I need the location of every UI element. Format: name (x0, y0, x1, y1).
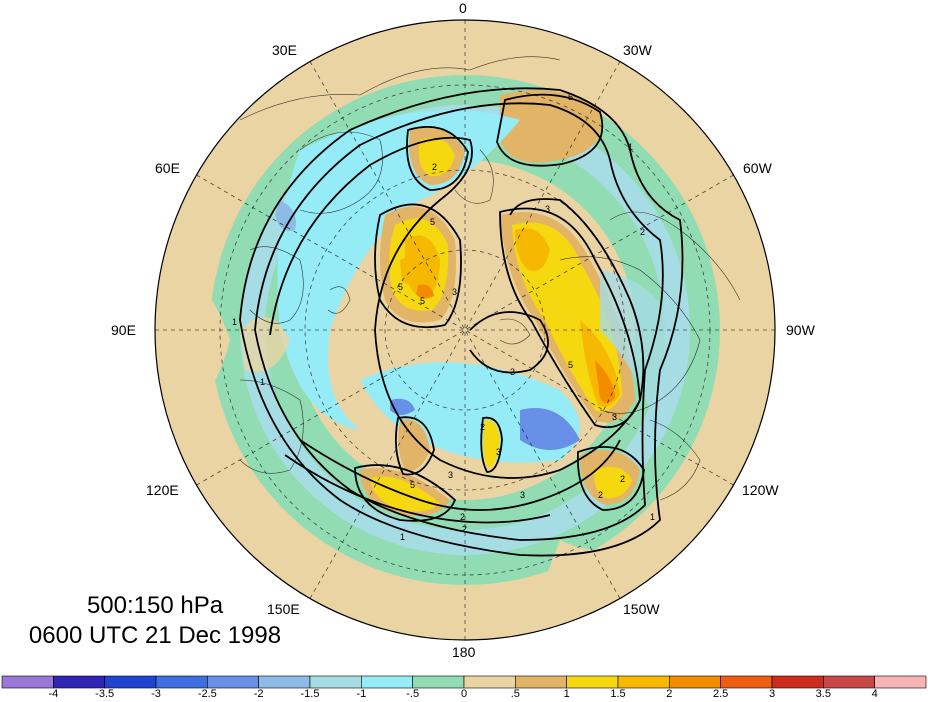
lon-label-150e: 150E (267, 601, 300, 617)
colorbar-label: -3 (151, 688, 161, 700)
contour-label: 3 (496, 447, 501, 457)
contour-label: 1 (400, 532, 405, 542)
colorbar-label: .5 (510, 688, 520, 700)
colorbar-label: 2 (666, 688, 673, 700)
colorbar-label: -4 (48, 688, 59, 700)
contour-label: 2 (640, 227, 645, 237)
colorbar-label: -1 (356, 688, 367, 700)
colorbar-swatch (53, 675, 105, 689)
contour-label: 1 (650, 512, 655, 522)
contour-label: 3 (448, 470, 453, 480)
contour-label: 2 (480, 422, 485, 432)
contour-line (480, 416, 503, 473)
contour-label: 3 (612, 412, 617, 422)
colorbar-swatch (823, 675, 875, 689)
colorbar-label: 2.5 (713, 688, 729, 700)
contours (239, 87, 684, 557)
colorbar-swatch (669, 675, 721, 689)
colorbar-swatch (412, 675, 465, 689)
colorbar-swatch (361, 675, 413, 689)
contour-label: 1 (628, 142, 633, 152)
contour-line (394, 416, 435, 476)
lon-label-120e: 120E (146, 482, 179, 498)
contour-label: 2 (620, 474, 625, 484)
lon-label-30w: 30W (623, 42, 652, 58)
contour-label: 3 (520, 490, 525, 500)
contour-label: 5 (410, 480, 415, 490)
contour-line (469, 311, 549, 374)
contour-label: 2 (462, 524, 467, 534)
contour-label: 3 (510, 367, 515, 377)
lon-label-150w: 150W (623, 601, 660, 617)
contour-line (374, 203, 462, 329)
colorbar-label: 3 (768, 688, 776, 700)
contour-line (499, 207, 641, 429)
field-patch (277, 110, 520, 430)
colorbar-label: 4 (871, 688, 878, 700)
colorbar-label: 0 (460, 688, 468, 700)
colorbar-label: -1.5 (300, 688, 320, 700)
colorbar-swatch (566, 675, 619, 689)
colorbar-swatch (207, 675, 259, 689)
lon-label-60w: 60W (743, 160, 772, 176)
contour-label: 2 (598, 490, 603, 500)
colorbar-swatch (104, 675, 157, 689)
colorbar-swatch (771, 675, 824, 689)
colorbar-swatch (720, 675, 773, 689)
lon-label-90e: 90E (111, 322, 136, 338)
contour-line (299, 439, 621, 511)
colorbar-label: -2.5 (197, 688, 217, 700)
contour-line (577, 446, 645, 511)
lon-label-90w: 90W (786, 322, 815, 338)
colorbar-label: 3.5 (815, 688, 831, 700)
contour-label: 5 (398, 282, 403, 292)
contour-label: 5 (568, 92, 573, 102)
colorbar-swatch (309, 675, 362, 689)
colorbar-swatch (515, 675, 567, 689)
title-time: 0600 UTC 21 Dec 1998 (28, 622, 282, 649)
contour-label: 1 (232, 317, 237, 327)
colorbar-swatch (258, 675, 311, 689)
colorbar-swatch (874, 675, 927, 689)
contour-line (496, 93, 604, 167)
colorbar-swatch (1, 675, 54, 689)
contour-line (406, 126, 469, 191)
coastlines (239, 56, 741, 501)
lon-label-60e: 60E (155, 160, 180, 176)
field-patch (155, 282, 230, 430)
colorbar-swatch (617, 675, 670, 689)
colorbar-swatch (155, 675, 208, 689)
lon-label-180: 180 (452, 644, 476, 660)
lon-label-30e: 30E (272, 42, 297, 58)
lon-label-120w: 120W (742, 482, 779, 498)
contour-label: 5 (568, 360, 573, 370)
contour-label: 2 (460, 512, 465, 522)
colorbar-label: 1 (563, 688, 570, 700)
map-boundary (154, 19, 776, 641)
colorbar-label: -.5 (406, 688, 420, 700)
colorbar-label: -2 (253, 688, 264, 700)
contour-label: 5 (420, 296, 425, 306)
contour-label: 3 (545, 204, 550, 214)
contour-label: 1 (260, 377, 265, 387)
contour-label: 3 (452, 287, 457, 297)
colorbar-label: 1.5 (610, 688, 626, 700)
contour-label: 5 (430, 217, 435, 227)
colorbar (1, 675, 927, 689)
contour-label: 2 (432, 162, 437, 172)
title-levels: 500:150 hPa (86, 592, 224, 619)
contour-line (254, 102, 664, 541)
contour-line (269, 136, 645, 479)
colorbar-label: -3.5 (95, 688, 115, 700)
lon-label-0: 0 (459, 0, 467, 16)
contour-line (354, 464, 457, 522)
colorbar-swatch (463, 675, 516, 689)
contour-line (239, 87, 684, 557)
contour-line (284, 454, 551, 524)
